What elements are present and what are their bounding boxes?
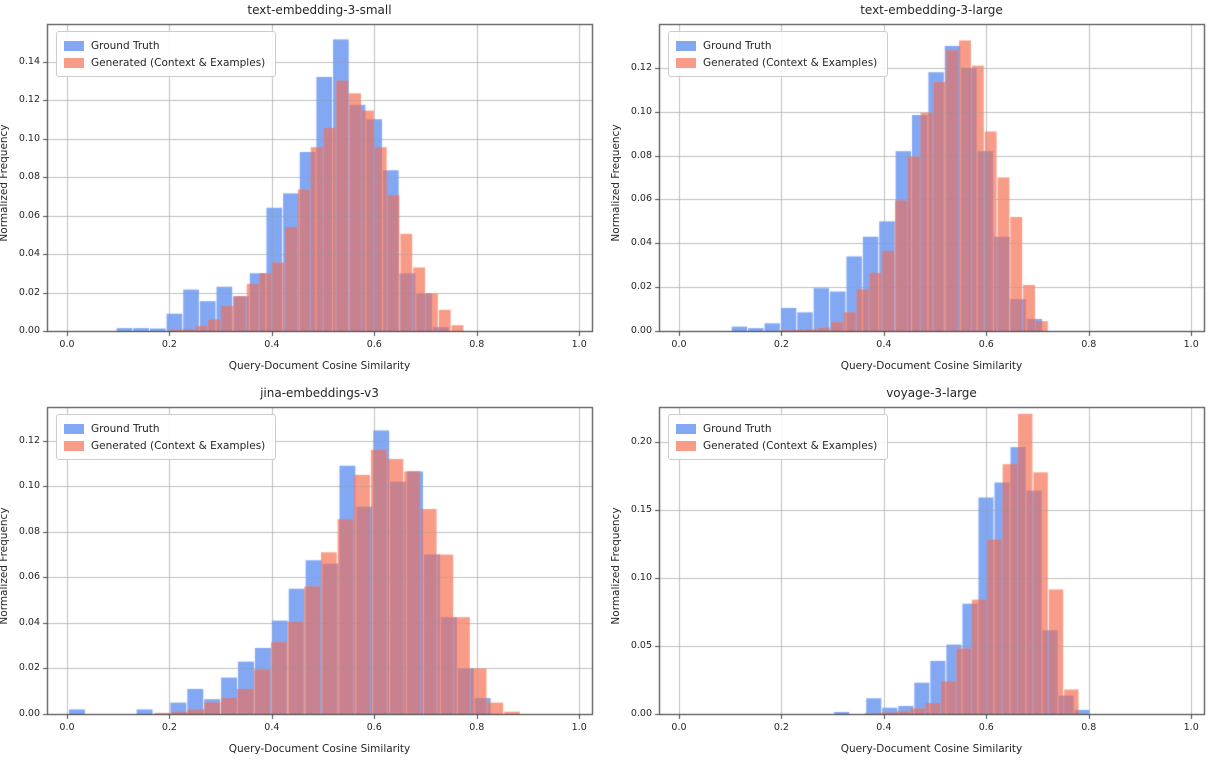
y-tick-label: 0.02 <box>18 662 40 674</box>
y-axis-label: Normalized Frequency <box>0 124 10 242</box>
legend-label: Generated (Context & Examples) <box>703 439 878 452</box>
subplot-title: text-embedding-3-large <box>860 3 1003 17</box>
y-tick-label: 0.10 <box>630 105 652 117</box>
y-tick-label: 0.20 <box>630 435 652 447</box>
legend-item-generated: Generated (Context & Examples) <box>64 54 265 71</box>
y-tick-label: 0.00 <box>18 325 40 336</box>
y-tick-label: 0.06 <box>630 193 652 205</box>
x-tick-label: 0.8 <box>1081 722 1097 733</box>
legend-item-ground-truth: Ground Truth <box>64 420 265 437</box>
y-tick-label: 0.02 <box>630 281 652 293</box>
x-tick-label: 0.4 <box>876 722 892 733</box>
legend: Ground Truth Generated (Context & Exampl… <box>668 414 889 460</box>
generated-swatch-icon <box>64 57 84 68</box>
x-tick-label: 0.6 <box>978 339 994 350</box>
y-tick-label: 0.05 <box>630 639 652 651</box>
x-tick-label: 0.8 <box>469 339 485 350</box>
y-tick-label: 0.12 <box>18 94 40 106</box>
y-tick-label: 0.04 <box>18 248 40 259</box>
legend: Ground Truth Generated (Context & Exampl… <box>668 31 889 77</box>
y-axis-label: Normalized Frequency <box>0 507 10 625</box>
x-tick-label: 1.0 <box>571 339 587 350</box>
x-tick-label: 0.2 <box>161 722 177 733</box>
x-axis-label: Query-Document Cosine Similarity <box>228 743 411 755</box>
legend-label: Ground Truth <box>91 39 160 52</box>
y-tick-label: 0.15 <box>630 503 652 515</box>
legend: Ground Truth Generated (Context & Exampl… <box>56 414 277 460</box>
legend: Ground Truth Generated (Context & Exampl… <box>56 31 277 77</box>
legend-label: Ground Truth <box>703 39 772 52</box>
legend-item-ground-truth: Ground Truth <box>64 37 265 54</box>
y-tick-label: 0.10 <box>18 480 40 492</box>
x-tick-label: 1.0 <box>1183 722 1199 733</box>
x-axis-label: Query-Document Cosine Similarity <box>840 743 1023 755</box>
subplot-title: voyage-3-large <box>886 386 977 400</box>
legend-label: Ground Truth <box>703 422 772 435</box>
legend-label: Generated (Context & Examples) <box>91 439 266 452</box>
legend-label: Ground Truth <box>91 422 160 435</box>
x-tick-label: 1.0 <box>1183 339 1199 350</box>
legend-item-ground-truth: Ground Truth <box>676 37 877 54</box>
generated-swatch-icon <box>676 57 696 68</box>
legend-item-generated: Generated (Context & Examples) <box>64 437 265 454</box>
x-tick-label: 0.6 <box>366 339 382 350</box>
y-tick-label: 0.04 <box>630 237 652 249</box>
x-tick-label: 0.2 <box>161 339 177 350</box>
generated-swatch-icon <box>676 440 696 451</box>
ground-truth-swatch-icon <box>676 40 696 51</box>
y-tick-label: 0.06 <box>18 209 40 221</box>
x-tick-label: 0.4 <box>876 339 892 350</box>
generated-swatch-icon <box>64 440 84 451</box>
legend-label: Generated (Context & Examples) <box>703 56 878 69</box>
y-tick-label: 0.00 <box>630 325 652 336</box>
y-tick-label: 0.02 <box>18 286 40 298</box>
ground-truth-swatch-icon <box>64 40 84 51</box>
ground-truth-swatch-icon <box>676 423 696 434</box>
y-tick-label: 0.00 <box>18 708 40 719</box>
x-tick-label: 0.0 <box>671 722 687 733</box>
x-tick-label: 0.0 <box>59 722 75 733</box>
x-tick-label: 0.8 <box>1081 339 1097 350</box>
x-tick-label: 0.6 <box>978 722 994 733</box>
x-axis-label: Query-Document Cosine Similarity <box>228 360 411 372</box>
subplot-text-embedding-3-large: text-embedding-3-large Normalized Freque… <box>610 0 1224 383</box>
subplot-jina-embeddings-v3: jina-embeddings-v3 Normalized Frequency … <box>0 383 612 766</box>
legend-item-generated: Generated (Context & Examples) <box>676 437 877 454</box>
y-axis-label: Normalized Frequency <box>610 124 622 242</box>
x-tick-label: 0.4 <box>264 339 280 350</box>
x-tick-label: 0.4 <box>264 722 280 733</box>
y-tick-label: 0.06 <box>18 571 40 583</box>
y-tick-label: 0.12 <box>630 61 652 73</box>
legend-label: Generated (Context & Examples) <box>91 56 266 69</box>
x-tick-label: 0.8 <box>469 722 485 733</box>
ground-truth-swatch-icon <box>64 423 84 434</box>
subplot-voyage-3-large: voyage-3-large Normalized Frequency Quer… <box>610 383 1224 766</box>
y-tick-label: 0.10 <box>630 571 652 583</box>
x-tick-label: 0.0 <box>59 339 75 350</box>
y-tick-label: 0.08 <box>18 171 40 183</box>
x-tick-label: 0.2 <box>773 339 789 350</box>
x-tick-label: 0.2 <box>773 722 789 733</box>
legend-item-ground-truth: Ground Truth <box>676 420 877 437</box>
y-tick-label: 0.08 <box>18 525 40 537</box>
y-tick-label: 0.00 <box>630 708 652 719</box>
x-tick-label: 1.0 <box>571 722 587 733</box>
x-tick-label: 0.6 <box>366 722 382 733</box>
y-tick-label: 0.10 <box>18 132 40 144</box>
y-axis-label: Normalized Frequency <box>610 507 622 625</box>
subplot-text-embedding-3-small: text-embedding-3-small Normalized Freque… <box>0 0 612 383</box>
y-tick-label: 0.12 <box>18 434 40 446</box>
y-tick-label: 0.04 <box>18 616 40 628</box>
legend-item-generated: Generated (Context & Examples) <box>676 54 877 71</box>
y-tick-label: 0.08 <box>630 149 652 161</box>
x-axis-label: Query-Document Cosine Similarity <box>840 360 1023 372</box>
subplot-title: text-embedding-3-small <box>247 3 392 17</box>
y-tick-label: 0.14 <box>18 55 40 67</box>
x-tick-label: 0.0 <box>671 339 687 350</box>
subplot-title: jina-embeddings-v3 <box>260 386 379 400</box>
